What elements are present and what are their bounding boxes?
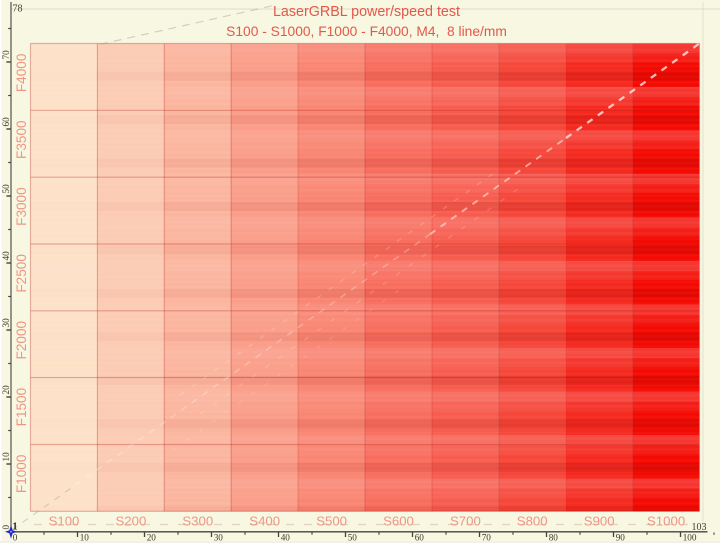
svg-text:70: 70 bbox=[1, 50, 11, 60]
svg-text:60: 60 bbox=[415, 533, 425, 543]
svg-text:60: 60 bbox=[1, 117, 11, 127]
svg-text:F2500: F2500 bbox=[14, 254, 29, 293]
svg-text:50: 50 bbox=[1, 184, 11, 194]
svg-text:103: 103 bbox=[692, 522, 707, 533]
svg-text:0: 0 bbox=[13, 533, 18, 543]
svg-text:80: 80 bbox=[549, 533, 559, 543]
svg-text:S200: S200 bbox=[115, 514, 146, 529]
svg-text:F4000: F4000 bbox=[14, 53, 29, 92]
svg-text:LaserGRBL power/speed test: LaserGRBL power/speed test bbox=[273, 4, 460, 20]
svg-text:20: 20 bbox=[1, 385, 11, 395]
svg-text:50: 50 bbox=[348, 533, 358, 543]
svg-text:F2000: F2000 bbox=[14, 320, 29, 359]
svg-text:70: 70 bbox=[482, 533, 492, 543]
svg-text:30: 30 bbox=[214, 533, 224, 543]
svg-text:S900: S900 bbox=[584, 514, 615, 529]
svg-text:F3500: F3500 bbox=[14, 120, 29, 159]
svg-text:100: 100 bbox=[683, 533, 697, 543]
svg-text:30: 30 bbox=[1, 318, 11, 328]
svg-text:40: 40 bbox=[281, 533, 291, 543]
svg-text:S300: S300 bbox=[182, 514, 213, 529]
svg-text:10: 10 bbox=[1, 452, 11, 462]
svg-text:S700: S700 bbox=[450, 514, 481, 529]
svg-text:S100 - S1000, F1000 - F4000, M: S100 - S1000, F1000 - F4000, M4, 8 line/… bbox=[226, 24, 507, 39]
svg-text:0: 0 bbox=[1, 525, 11, 530]
svg-text:78: 78 bbox=[13, 4, 23, 15]
svg-text:S1000: S1000 bbox=[647, 514, 685, 529]
svg-text:S400: S400 bbox=[249, 514, 280, 529]
svg-text:S800: S800 bbox=[517, 514, 548, 529]
svg-text:F1500: F1500 bbox=[14, 387, 29, 426]
svg-text:F1000: F1000 bbox=[14, 454, 29, 493]
svg-text:40: 40 bbox=[1, 251, 11, 261]
svg-text:S500: S500 bbox=[316, 514, 347, 529]
svg-text:20: 20 bbox=[147, 533, 157, 543]
svg-text:1: 1 bbox=[13, 522, 18, 533]
svg-text:S100: S100 bbox=[49, 514, 80, 529]
svg-text:10: 10 bbox=[80, 533, 90, 543]
svg-text:F3000: F3000 bbox=[14, 187, 29, 226]
svg-text:90: 90 bbox=[616, 533, 626, 543]
svg-text:S600: S600 bbox=[383, 514, 414, 529]
